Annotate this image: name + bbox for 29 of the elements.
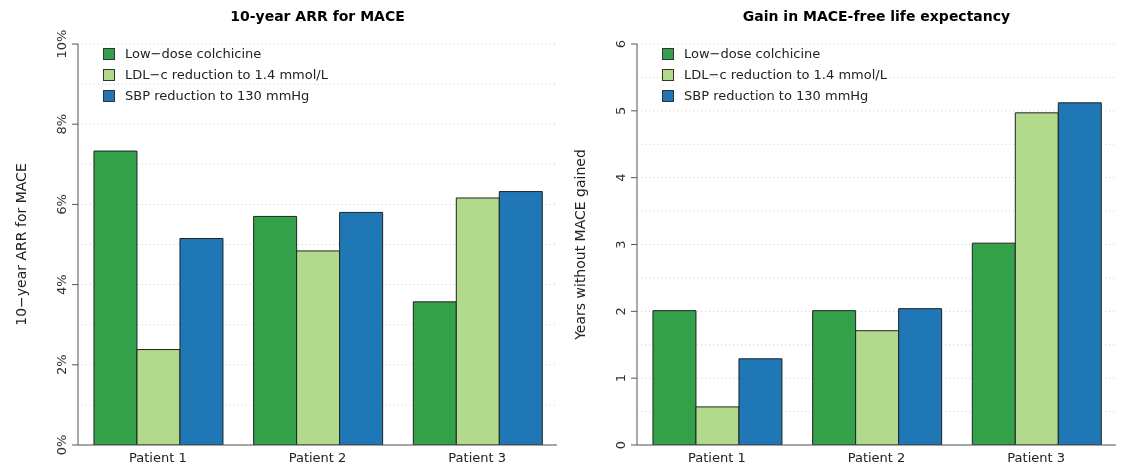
y-tick-label: 4 bbox=[613, 173, 628, 182]
legend-label: LDL−c reduction to 1.4 mmol/L bbox=[124, 67, 328, 82]
chart-title: Gain in MACE-free life expectancy bbox=[741, 8, 1012, 26]
x-tick-label: Patient 3 bbox=[448, 450, 506, 466]
chart-title: 10-year ARR for MACE bbox=[229, 8, 406, 26]
legend-label: Low−dose colchicine bbox=[124, 46, 263, 61]
x-tick-label: Patient 2 bbox=[288, 450, 347, 466]
x-tick-label: Patient 3 bbox=[1007, 450, 1065, 466]
y-tick-label: 0 bbox=[613, 440, 628, 450]
y-axis-title: Years without MACE gained bbox=[571, 149, 588, 341]
y-tick-label: 10% bbox=[54, 29, 69, 59]
x-tick-label: Patient 2 bbox=[847, 450, 906, 466]
y-tick-label: 4% bbox=[54, 274, 69, 295]
y-tick-label: 2 bbox=[613, 307, 628, 316]
y-tick-label: 1 bbox=[613, 374, 628, 383]
y-tick-label: 2% bbox=[54, 354, 69, 376]
y-tick-label: 8% bbox=[54, 113, 69, 135]
y-tick-label: 0% bbox=[54, 434, 69, 456]
legend-label: Low−dose colchicine bbox=[683, 46, 822, 61]
x-tick-label: Patient 1 bbox=[129, 450, 187, 466]
legend-label: SBP reduction to 130 mmHg bbox=[124, 88, 311, 103]
y-tick-label: 3 bbox=[613, 240, 628, 249]
y-tick-label: 6% bbox=[54, 194, 69, 215]
y-axis-title: 10−year ARR for MACE bbox=[12, 163, 29, 326]
legend-label: LDL−c reduction to 1.4 mmol/L bbox=[683, 67, 887, 82]
y-tick-label: 5 bbox=[613, 106, 628, 115]
x-tick-label: Patient 1 bbox=[688, 450, 746, 466]
legend-label: SBP reduction to 130 mmHg bbox=[683, 88, 870, 103]
y-tick-label: 6 bbox=[613, 39, 628, 49]
